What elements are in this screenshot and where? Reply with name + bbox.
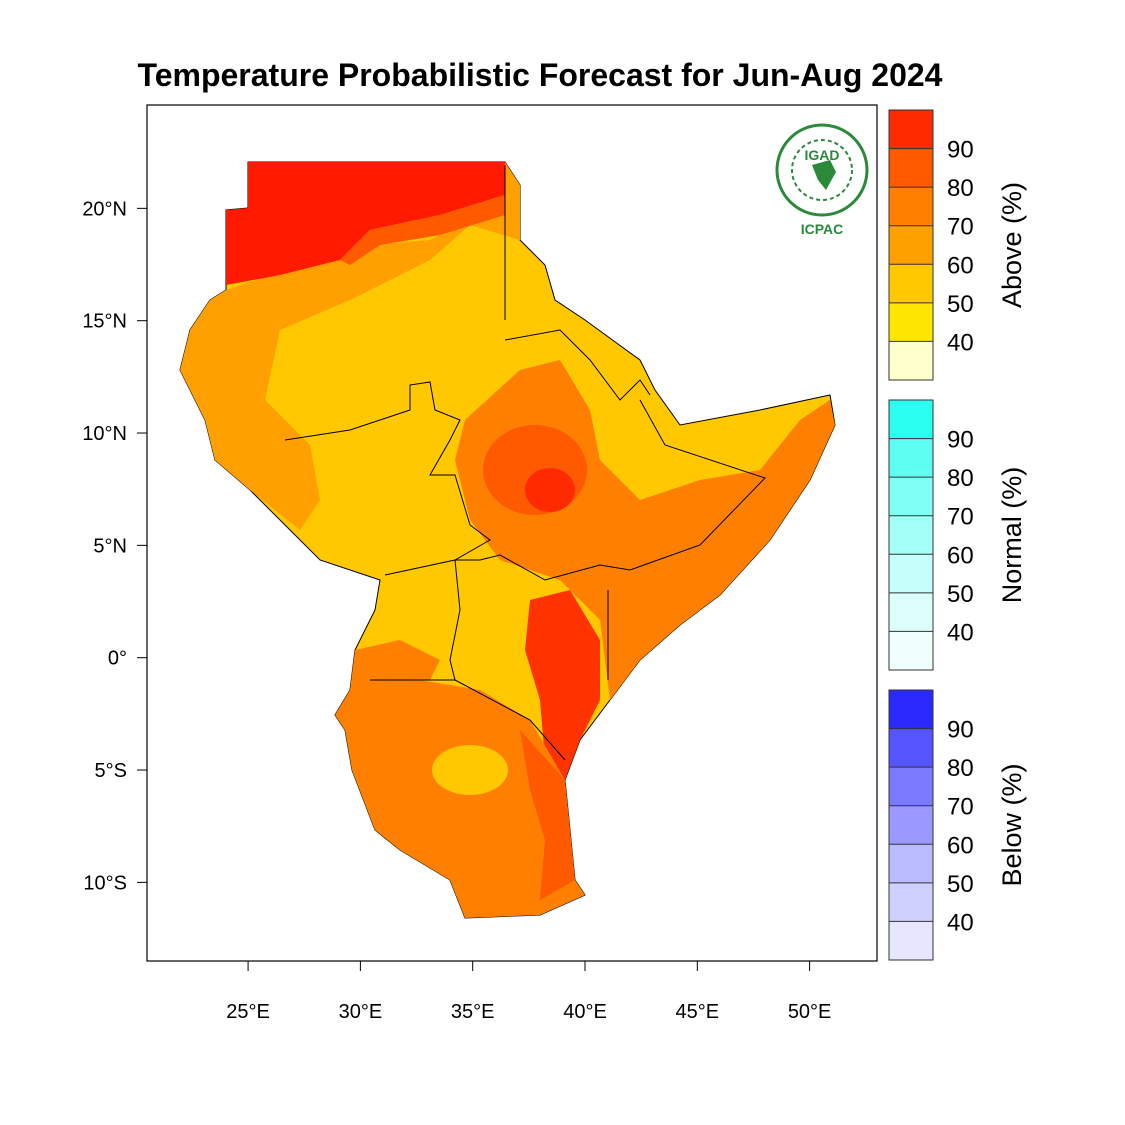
y-tick-label: 5°S [95, 760, 127, 782]
logo-bottom: ICPAC [801, 221, 844, 237]
logo-top: IGAD [805, 147, 840, 163]
colorbar-frame [888, 109, 934, 381]
x-tick-label: 50°E [788, 1001, 832, 1023]
x-tick-label: 35°E [451, 1001, 495, 1023]
colorbar-tick-label: 70 [947, 794, 974, 821]
color-bin [889, 767, 933, 806]
colorbar-tick-label: 90 [947, 717, 974, 744]
region-north-red [226, 162, 505, 285]
colorbar-tick-label: 90 [947, 427, 974, 454]
y-tick-label: 10°N [82, 423, 127, 445]
color-bin [889, 341, 933, 380]
color-bin [889, 400, 933, 439]
colorbar-frame [888, 689, 934, 961]
colorbar-tick-label: 80 [947, 175, 974, 202]
color-bin [889, 264, 933, 303]
region-north-band [340, 195, 505, 265]
colorbar-tick-label: 50 [947, 291, 974, 318]
colorbar-tick-label: 40 [947, 619, 974, 646]
logo: IGAD ICPAC [775, 123, 869, 237]
color-bin [889, 515, 933, 555]
color-bin [889, 110, 933, 149]
region-south-low [432, 745, 508, 795]
x-tick-label: 30°E [339, 1001, 383, 1023]
title: Temperature Probabilistic Forecast for J… [138, 57, 943, 93]
color-bin [889, 148, 933, 188]
color-bin [889, 225, 933, 265]
colorbar-tick-label: 50 [947, 581, 974, 608]
region-kenya-red [525, 590, 600, 780]
color-bin [889, 631, 933, 670]
y-tick-label: 0° [108, 648, 127, 670]
colorbar-title: Above (%) [997, 182, 1027, 308]
color-bin [889, 921, 933, 960]
color-bin [889, 728, 933, 768]
region-west [180, 162, 520, 530]
color-bin [889, 844, 933, 883]
colorbar-tick-label: 80 [947, 755, 974, 782]
color-bin [889, 187, 933, 226]
region-southeast [520, 730, 575, 900]
color-bin [889, 592, 933, 632]
y-tick-label: 5°N [93, 535, 127, 557]
y-tick-label: 10°S [83, 872, 127, 894]
region-lake-west [350, 640, 440, 690]
color-bin [889, 554, 933, 593]
colorbar-tick-label: 90 [947, 137, 974, 164]
colorbar-tick-label: 40 [947, 329, 974, 356]
logo-wreath [791, 139, 853, 201]
colorbar-title: Below (%) [997, 763, 1027, 886]
x-tick-label: 45°E [676, 1001, 720, 1023]
colorbar-tick-label: 40 [947, 909, 974, 936]
color-bin [889, 438, 933, 478]
borders [284, 165, 766, 761]
colorbar-tick-label: 60 [947, 252, 974, 279]
colorbar-tick-label: 60 [947, 832, 974, 859]
x-tick-label: 40°E [563, 1001, 607, 1023]
map [179, 161, 836, 919]
colorbar-tick-label: 70 [947, 504, 974, 531]
y-tick-label: 20°N [82, 198, 127, 220]
color-bin [889, 805, 933, 845]
color-bin [889, 302, 933, 342]
color-bin [889, 882, 933, 922]
colorbar-frame [888, 399, 934, 671]
colorbar-tick-label: 70 [947, 214, 974, 241]
y-tick-label: 15°N [82, 311, 127, 333]
color-bin [889, 690, 933, 729]
colorbar-tick-label: 60 [947, 542, 974, 569]
region-ethiopia-red [525, 468, 575, 512]
colorbar-tick-label: 50 [947, 871, 974, 898]
logo-africa [812, 160, 836, 190]
colorbar-title: Normal (%) [997, 467, 1027, 604]
colorbar-tick-label: 80 [947, 465, 974, 492]
color-bin [889, 477, 933, 516]
x-tick-label: 25°E [226, 1001, 270, 1023]
